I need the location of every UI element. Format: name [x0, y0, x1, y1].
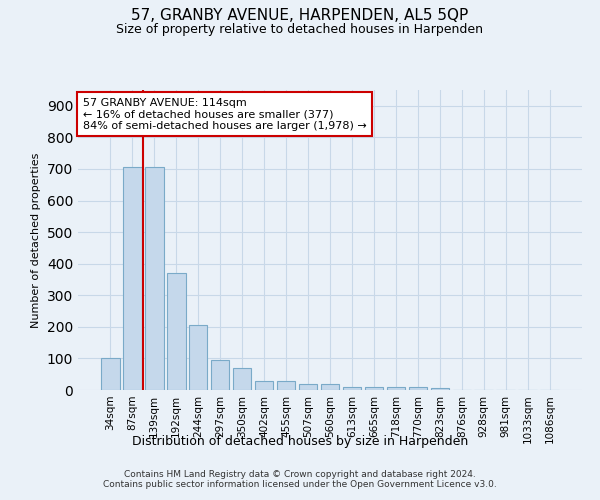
Bar — [255, 381, 274, 390]
Text: 57, GRANBY AVENUE, HARPENDEN, AL5 5QP: 57, GRANBY AVENUE, HARPENDEN, AL5 5QP — [131, 8, 469, 22]
Bar — [409, 388, 427, 390]
Bar — [145, 168, 164, 390]
Bar — [343, 387, 361, 390]
Bar — [233, 368, 251, 390]
Bar — [299, 384, 317, 390]
Bar — [386, 388, 405, 390]
Bar — [431, 388, 449, 390]
Text: Contains public sector information licensed under the Open Government Licence v3: Contains public sector information licen… — [103, 480, 497, 489]
Text: Size of property relative to detached houses in Harpenden: Size of property relative to detached ho… — [116, 22, 484, 36]
Y-axis label: Number of detached properties: Number of detached properties — [31, 152, 41, 328]
Bar — [189, 326, 208, 390]
Bar — [123, 168, 142, 390]
Bar — [167, 273, 185, 390]
Bar — [365, 388, 383, 390]
Bar — [101, 358, 119, 390]
Bar — [277, 380, 295, 390]
Bar — [211, 360, 229, 390]
Text: Distribution of detached houses by size in Harpenden: Distribution of detached houses by size … — [132, 435, 468, 448]
Text: 57 GRANBY AVENUE: 114sqm
← 16% of detached houses are smaller (377)
84% of semi-: 57 GRANBY AVENUE: 114sqm ← 16% of detach… — [83, 98, 367, 130]
Text: Contains HM Land Registry data © Crown copyright and database right 2024.: Contains HM Land Registry data © Crown c… — [124, 470, 476, 479]
Bar — [320, 384, 340, 390]
